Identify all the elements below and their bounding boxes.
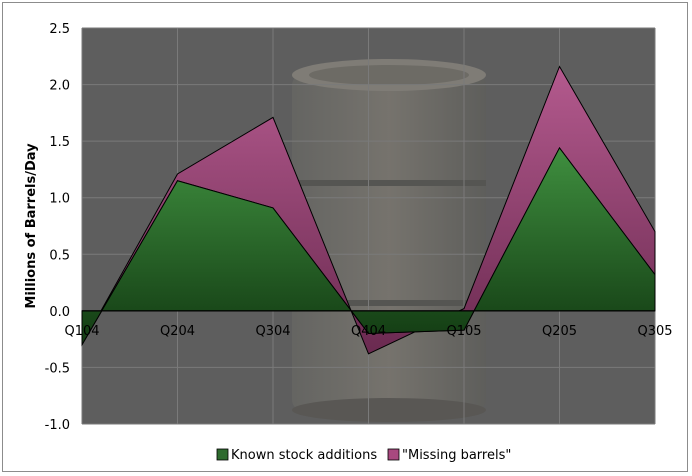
y-tick-label: 2.5	[49, 22, 70, 37]
legend-label-known: Known stock additions	[231, 448, 377, 463]
x-tick-label: Q104	[64, 324, 99, 339]
x-tick-label: Q204	[160, 324, 195, 339]
series-area-known-stock-additions	[81, 146, 656, 347]
legend-swatch-known	[216, 448, 229, 461]
y-tick-label: 0.0	[49, 305, 70, 320]
y-tick-label: -0.5	[45, 361, 70, 376]
y-tick-label: 0.5	[49, 248, 70, 263]
x-tick-label: Q304	[255, 324, 290, 339]
x-tick-label: Q205	[542, 324, 577, 339]
y-tick-label: -1.0	[45, 418, 70, 433]
x-tick-labels: Q104 Q204 Q304 Q404 Q105 Q205 Q305	[64, 324, 672, 339]
x-tick-label: Q404	[351, 324, 386, 339]
y-tick-label: 1.5	[49, 135, 70, 150]
x-tick-label: Q105	[446, 324, 481, 339]
data-areas	[81, 65, 656, 355]
legend: Known stock additions "Missing barrels"	[216, 448, 511, 463]
x-tick-label: Q305	[637, 324, 672, 339]
y-tick-label: 2.0	[49, 79, 70, 94]
y-tick-labels: 2.5 2.0 1.5 1.0 0.5 0.0 -0.5 -1.0	[45, 22, 70, 433]
legend-label-missing: "Missing barrels"	[402, 448, 511, 463]
legend-swatch-missing	[387, 448, 400, 461]
y-tick-label: 1.0	[49, 192, 70, 207]
y-axis-label: Millions of Barrels/Day	[24, 143, 39, 309]
